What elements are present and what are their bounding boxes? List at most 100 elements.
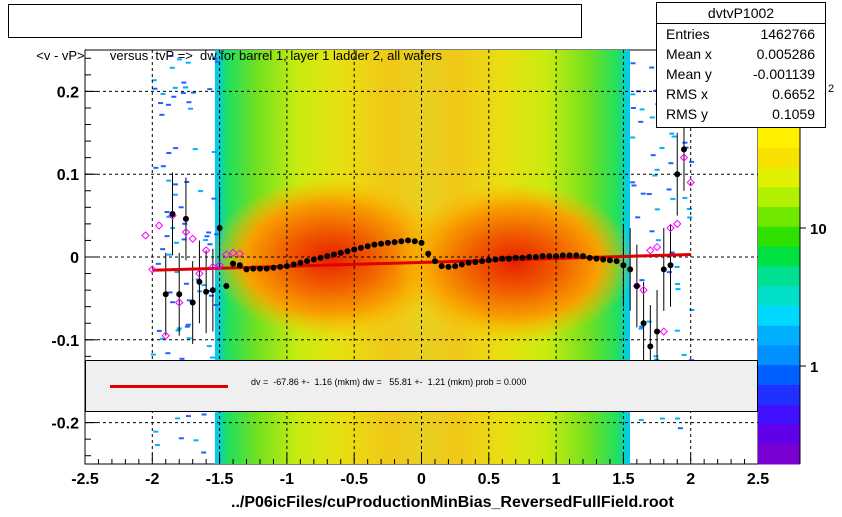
heatmap-speckle (682, 141, 688, 144)
x-tick-label: -1.5 (206, 471, 234, 488)
colorbar-stripe (758, 207, 800, 228)
heatmap-speckle (208, 294, 214, 297)
heatmap-speckle (638, 327, 644, 330)
heatmap-speckle (178, 206, 184, 209)
heatmap-speckle (209, 356, 215, 359)
colorbar-stripe (758, 404, 800, 425)
heatmap-speckle (659, 146, 665, 149)
profile-point (580, 253, 587, 260)
x-tick-label: 0 (417, 471, 426, 488)
heatmap-speckle (171, 95, 177, 98)
colorbar-label-partial: 2 (828, 83, 834, 95)
alt-profile-point (222, 250, 231, 259)
stats-row: Mean x 0.005286 (657, 44, 825, 64)
colorbar-stripe (758, 147, 800, 169)
heatmap-speckle (173, 241, 179, 244)
heatmap-speckle (201, 284, 207, 287)
heatmap-speckle (650, 154, 656, 157)
alt-profile-point (686, 178, 695, 187)
heatmap-speckle (630, 136, 636, 139)
title-box: <v - vP> versus tvP => dw for barrel 1, … (8, 4, 582, 63)
profile-point (263, 265, 270, 272)
stats-box: dvtvP1002 Entries 1462766 Mean x 0.005286 … (656, 2, 826, 128)
profile-point (236, 262, 243, 269)
heatmap-speckle (640, 192, 646, 195)
heatmap-speckle (639, 325, 645, 328)
heatmap-speckle (164, 235, 170, 238)
profile-point (546, 253, 553, 260)
heatmap-speckle (190, 91, 196, 94)
heatmap-speckle (214, 60, 220, 63)
profile-point (324, 253, 331, 260)
profile-point (378, 240, 385, 247)
alt-profile-point (639, 285, 648, 295)
heatmap-speckle (175, 329, 181, 332)
profile-point (606, 257, 613, 264)
fit-legend-line (110, 385, 228, 388)
alt-profile-point (215, 261, 224, 270)
profile-point (176, 291, 183, 298)
heatmap-speckle (213, 304, 219, 307)
footer-filename: ../P06icFiles/cuProductionMinBias_Revers… (231, 494, 674, 511)
heatmap-speckle (178, 437, 184, 440)
heatmap-speckle (172, 183, 178, 186)
heatmap-speckle (165, 103, 171, 106)
alt-profile-point (161, 331, 170, 340)
stats-key: RMS y (666, 106, 708, 122)
alt-profile-point (181, 227, 191, 237)
colorbar-stripe (758, 246, 800, 267)
profile-point (344, 248, 351, 255)
profile-point (216, 225, 223, 232)
heatmap-speckle (182, 222, 188, 225)
profile-point (290, 261, 297, 268)
profile-point (270, 264, 277, 271)
profile-point (458, 261, 465, 268)
profile-point (203, 288, 210, 295)
heatmap-core-left (210, 178, 450, 338)
stats-value: -0.001139 (752, 66, 815, 82)
profile-point (337, 249, 344, 256)
heatmap-speckle (192, 148, 198, 151)
stats-key: RMS x (666, 86, 708, 102)
profile-point (492, 256, 499, 263)
heatmap-speckle (180, 92, 186, 95)
heatmap-speckle (646, 193, 652, 196)
heatmap-speckle (207, 243, 213, 246)
heatmap-speckle (206, 345, 212, 348)
profile-point (438, 263, 445, 270)
heatmap-speckle (659, 417, 665, 420)
heatmap-speckle (159, 113, 165, 116)
profile-point (512, 254, 519, 261)
heatmap-speckle (181, 81, 187, 84)
alt-profile-point (175, 298, 184, 307)
heatmap-speckle (203, 239, 209, 242)
heatmap-speckle (630, 181, 636, 184)
x-tick-label: 1.5 (612, 471, 634, 488)
heatmap-speckle (186, 101, 192, 104)
stats-value: 1462766 (760, 26, 815, 42)
colorbar-stripe (758, 365, 800, 386)
profile-point (647, 343, 654, 350)
profile-point (640, 320, 647, 327)
profile-point (364, 243, 371, 250)
stats-key: Mean y (666, 66, 712, 82)
heatmap-speckle (169, 66, 175, 69)
profile-point (283, 263, 290, 270)
profile-point (532, 254, 539, 260)
heatmap-speckle (675, 417, 681, 420)
heatmap-speckle (155, 262, 161, 265)
alt-profile-point (141, 231, 150, 240)
profile-point (526, 254, 533, 260)
profile-point (331, 251, 338, 258)
heatmap-speckle (630, 62, 636, 65)
heatmap-speckle (151, 79, 157, 82)
heatmap-speckle (668, 162, 674, 165)
heatmap-speckle (186, 299, 192, 302)
colorbar-stripe (758, 187, 800, 208)
profile-point (351, 246, 358, 253)
heatmap-speckle (670, 197, 676, 200)
profile-point (586, 254, 593, 261)
heatmap-speckle (175, 417, 181, 420)
heatmap-speckle (646, 320, 652, 323)
stats-key: Mean x (666, 46, 712, 62)
